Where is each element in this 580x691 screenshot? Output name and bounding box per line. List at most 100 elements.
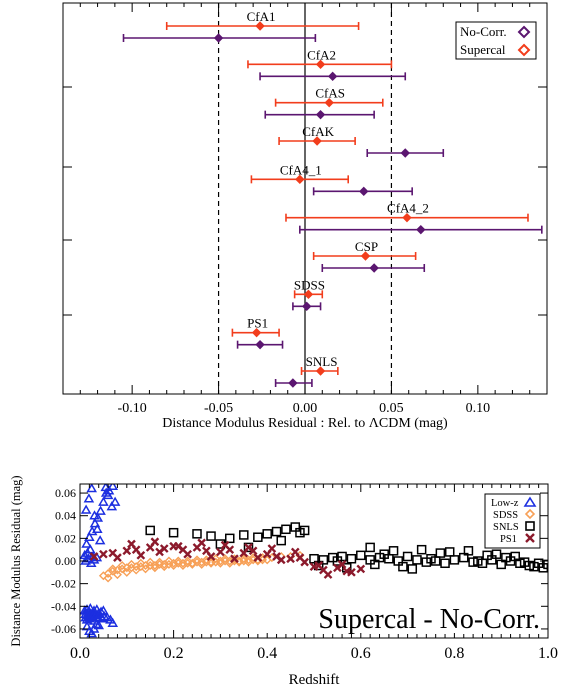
point-low-z bbox=[106, 501, 118, 511]
point-ps1 bbox=[136, 550, 146, 560]
bottom-y-ticks: -0.06 -0.04 -0.02 0.00 0.02 0.04 0.06 bbox=[51, 486, 548, 636]
point-ps1 bbox=[89, 552, 99, 561]
point-low-z bbox=[94, 608, 105, 618]
top-reference-lines bbox=[217, 3, 393, 394]
survey-label-CfA4_2: CfA4_2 bbox=[387, 201, 429, 216]
point-low-z bbox=[102, 489, 114, 500]
point-snls bbox=[398, 561, 408, 572]
point-supercal-CfA4_1 bbox=[295, 174, 305, 185]
point-ps1 bbox=[127, 539, 136, 549]
point-low-z bbox=[86, 627, 97, 638]
bottom-data-marks bbox=[80, 484, 548, 638]
point-sdss bbox=[131, 565, 141, 575]
point-ps1 bbox=[267, 544, 277, 553]
point-low-z bbox=[84, 531, 95, 541]
point-low-z bbox=[92, 523, 103, 534]
point-sdss bbox=[173, 556, 183, 566]
bottom-y-tick-label: 0.02 bbox=[55, 531, 76, 545]
survey-label-SNLS: SNLS bbox=[306, 354, 338, 369]
point-sdss bbox=[211, 557, 221, 567]
point-snls bbox=[206, 531, 216, 541]
top-x-tick-label: 0.10 bbox=[466, 401, 491, 416]
legend-label-snls: SNLS bbox=[493, 522, 519, 533]
bottom-y-tick-label: 0.06 bbox=[55, 486, 76, 500]
point-sdss bbox=[136, 558, 146, 568]
top-x-axis-label: Distance Modulus Residual : Rel. to ΛCDM… bbox=[162, 416, 448, 431]
survey-label-SDSS: SDSS bbox=[294, 277, 325, 292]
point-sdss bbox=[136, 562, 146, 572]
point-low-z bbox=[95, 505, 106, 515]
point-sdss bbox=[126, 559, 136, 569]
point-sdss bbox=[164, 556, 174, 566]
point-sdss bbox=[108, 564, 118, 574]
bottom-x-ticks: 0.0 0.2 0.4 0.6 0.8 1.0 bbox=[70, 484, 558, 662]
point-nocorr-PS1 bbox=[255, 339, 265, 350]
survey-label-CfAS: CfAS bbox=[315, 86, 345, 101]
annotation-background bbox=[265, 583, 541, 633]
point-snls bbox=[449, 555, 460, 565]
point-sdss bbox=[98, 571, 108, 581]
legend-marker-sdss bbox=[524, 508, 536, 520]
survey-label-CfAK: CfAK bbox=[302, 124, 334, 139]
point-ps1 bbox=[220, 540, 230, 550]
point-snls bbox=[281, 524, 291, 535]
bottom-y-tick-label: 0.04 bbox=[55, 509, 76, 523]
point-low-z bbox=[89, 518, 101, 528]
bottom-legend: Low-z SDSS SNLS PS1 bbox=[484, 493, 541, 549]
survey-label-CfA4_1: CfA4_1 bbox=[280, 162, 322, 177]
point-sdss bbox=[155, 557, 165, 567]
point-nocorr-CfAS bbox=[315, 109, 326, 120]
bottom-x-axis-label: Redshift bbox=[289, 672, 341, 688]
point-snls bbox=[412, 555, 422, 565]
bottom-x-tick-label: 0.4 bbox=[257, 645, 277, 662]
point-supercal-SDSS bbox=[303, 289, 314, 300]
bottom-y-tick-label: -0.02 bbox=[51, 577, 76, 591]
point-low-z bbox=[86, 484, 97, 493]
point-ps1 bbox=[323, 570, 333, 579]
point-sdss bbox=[150, 561, 160, 571]
point-sdss bbox=[103, 573, 113, 583]
point-snls bbox=[276, 535, 286, 546]
point-low-z bbox=[89, 510, 100, 520]
legend-label-supercal: Supercal bbox=[460, 42, 506, 57]
point-snls bbox=[239, 530, 249, 540]
point-sdss bbox=[159, 562, 169, 572]
legend-marker-nocorr bbox=[517, 25, 531, 39]
point-low-z bbox=[85, 544, 96, 554]
point-sdss bbox=[122, 567, 132, 577]
point-ps1 bbox=[173, 541, 183, 551]
point-sdss bbox=[126, 563, 136, 573]
point-sdss bbox=[164, 559, 174, 569]
top-x-tick-label: -0.10 bbox=[118, 401, 147, 416]
top-panel: -0.10 -0.05 0.00 0.05 0.10 CfA1CfA2CfASCfAKC… bbox=[62, 2, 548, 431]
point-ps1 bbox=[337, 560, 347, 569]
survey-label-CfA2: CfA2 bbox=[307, 47, 336, 62]
point-supercal-CfA4_2 bbox=[402, 212, 412, 223]
point-nocorr-CfA4_1 bbox=[359, 186, 369, 197]
point-sdss bbox=[243, 557, 253, 567]
point-sdss bbox=[178, 561, 188, 571]
point-ps1 bbox=[183, 549, 192, 559]
point-ps1 bbox=[253, 553, 263, 562]
point-sdss bbox=[206, 558, 216, 568]
bottom-x-tick-label: 0.2 bbox=[164, 645, 184, 662]
point-snls bbox=[243, 542, 254, 553]
point-snls bbox=[271, 526, 282, 537]
point-supercal-CfA2 bbox=[315, 59, 326, 70]
bottom-x-tick-label: 0.0 bbox=[70, 645, 90, 662]
point-low-z bbox=[91, 618, 102, 629]
point-ps1 bbox=[197, 538, 207, 548]
point-low-z bbox=[92, 512, 104, 522]
legend-marker-supercal bbox=[517, 43, 531, 57]
point-snls bbox=[262, 529, 272, 539]
point-ps1 bbox=[216, 547, 225, 557]
point-ps1 bbox=[99, 549, 108, 559]
survey-label-PS1: PS1 bbox=[247, 316, 268, 331]
top-x-tick-label: 0.05 bbox=[379, 401, 404, 416]
point-nocorr-SNLS bbox=[288, 378, 298, 388]
bottom-y-tick-label: -0.06 bbox=[51, 622, 76, 636]
point-nocorr-CSP bbox=[369, 263, 379, 273]
top-x-ticks: -0.10 -0.05 0.00 0.05 0.10 bbox=[79, 3, 531, 416]
point-low-z bbox=[81, 538, 92, 548]
